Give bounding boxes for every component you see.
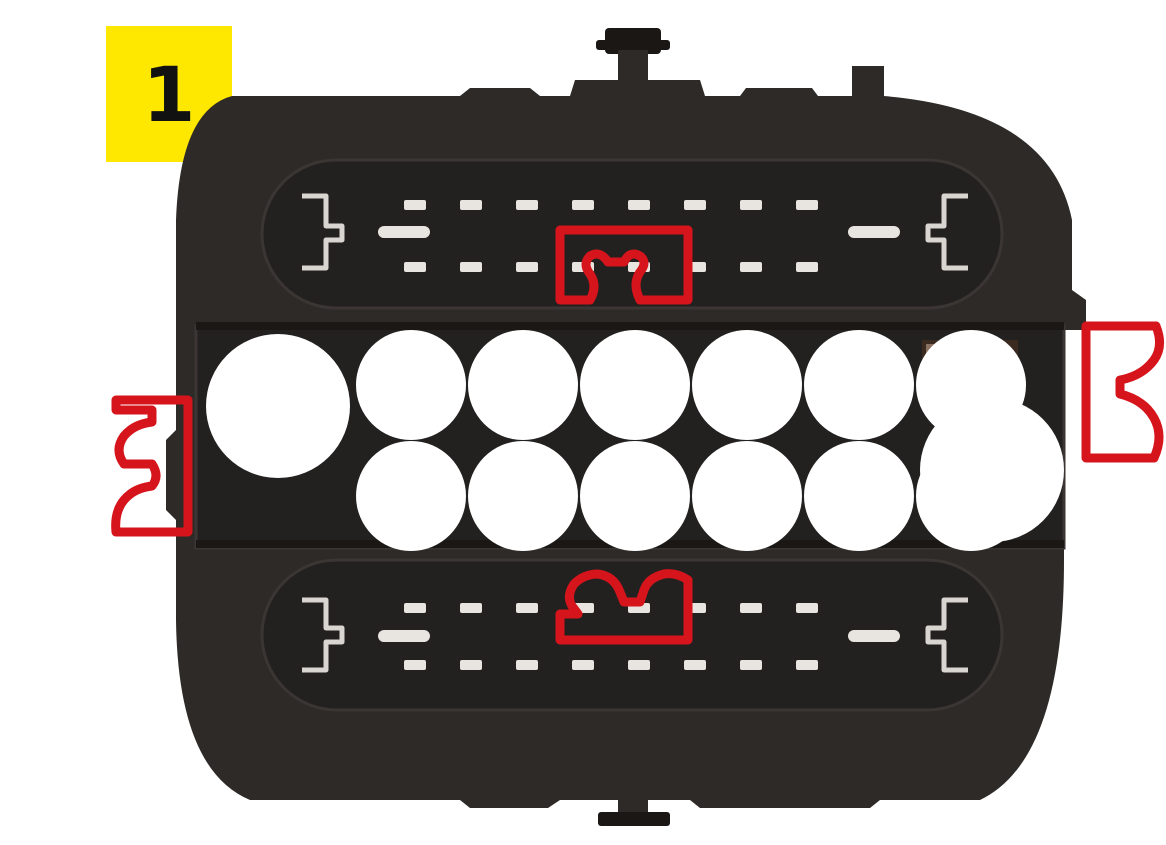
terminal-slot	[740, 660, 762, 670]
wire-cavity-top-row	[804, 330, 914, 440]
step-number: 1	[142, 49, 196, 139]
terminal-slot	[460, 660, 482, 670]
terminal-slot	[572, 660, 594, 670]
terminal-slot	[404, 603, 426, 613]
terminal-slot	[628, 200, 650, 210]
long-terminal-pin	[848, 226, 900, 238]
wire-cavity-top-row	[916, 330, 1026, 440]
terminal-slot	[460, 262, 482, 272]
wire-cavity-top-row	[580, 330, 690, 440]
terminal-slot	[404, 660, 426, 670]
terminal-slot	[516, 660, 538, 670]
wire-cavity-top-row	[356, 330, 466, 440]
keying-marker-left	[111, 395, 193, 537]
wire-cavity-bottom-row	[692, 441, 802, 551]
wire-cavity-bottom-row	[580, 441, 690, 551]
step-number-badge: 1	[106, 26, 232, 162]
terminal-slot	[796, 660, 818, 670]
lower-terminal-block	[260, 558, 1004, 712]
wire-cavity-bottom-row	[804, 441, 914, 551]
wire-cavity-bottom-row	[356, 441, 466, 551]
terminal-slot	[516, 262, 538, 272]
wire-cavity-bottom-row	[468, 441, 578, 551]
terminal-slot	[460, 200, 482, 210]
wire-cavity-top-row	[468, 330, 578, 440]
terminal-slot	[628, 660, 650, 670]
lower-right-clip	[925, 597, 968, 673]
upper-right-clip	[925, 193, 968, 271]
long-terminal-pin	[378, 630, 430, 642]
terminal-slot	[684, 660, 706, 670]
long-terminal-pin	[848, 630, 900, 642]
terminal-slot	[516, 603, 538, 613]
lower-left-clip	[302, 597, 345, 673]
terminal-slot	[740, 603, 762, 613]
large-wire-cavity	[206, 334, 350, 478]
keying-marker-bottom	[555, 569, 693, 645]
wire-cavity-top-row	[692, 330, 802, 440]
terminal-slot	[796, 262, 818, 272]
wire-cavities	[206, 330, 1064, 551]
keying-marker-top	[555, 225, 693, 305]
long-terminal-pin	[378, 226, 430, 238]
terminal-slot	[516, 200, 538, 210]
terminal-slot	[404, 262, 426, 272]
top-latch	[596, 28, 670, 88]
keying-marker-right	[1081, 321, 1164, 463]
terminal-slot	[404, 200, 426, 210]
cavity-panel-rail-top	[196, 322, 1064, 330]
terminal-slot	[572, 200, 594, 210]
terminal-slot	[684, 200, 706, 210]
wire-cavity-bottom-row	[916, 441, 1026, 551]
lower-terminal-slots	[378, 603, 900, 670]
terminal-slot	[796, 200, 818, 210]
terminal-slot	[460, 603, 482, 613]
terminal-slot	[740, 200, 762, 210]
terminal-slot	[740, 262, 762, 272]
terminal-slot	[796, 603, 818, 613]
upper-left-clip	[302, 193, 345, 271]
